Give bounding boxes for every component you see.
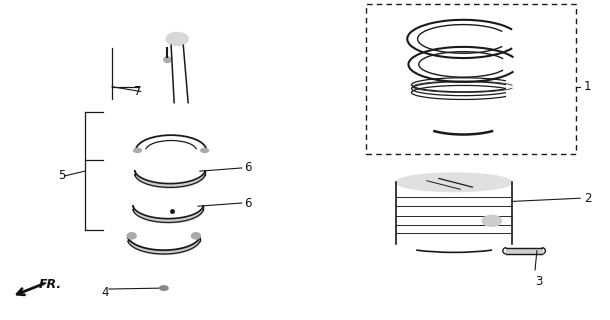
Ellipse shape: [160, 286, 168, 290]
Text: 6: 6: [244, 196, 252, 210]
Text: 6: 6: [244, 162, 252, 174]
Ellipse shape: [134, 148, 142, 153]
Text: 3: 3: [536, 275, 543, 288]
Ellipse shape: [192, 233, 201, 239]
Text: 4: 4: [102, 286, 109, 299]
Ellipse shape: [482, 215, 501, 226]
Ellipse shape: [164, 57, 171, 62]
Text: 1: 1: [584, 80, 591, 93]
Text: 5: 5: [58, 169, 65, 182]
Text: FR.: FR.: [38, 278, 62, 292]
Ellipse shape: [201, 148, 209, 153]
Ellipse shape: [167, 33, 188, 45]
Text: 2: 2: [584, 192, 591, 205]
Bar: [366, 4, 576, 154]
Ellipse shape: [396, 173, 512, 192]
Text: 7: 7: [134, 85, 142, 98]
Ellipse shape: [127, 233, 136, 239]
